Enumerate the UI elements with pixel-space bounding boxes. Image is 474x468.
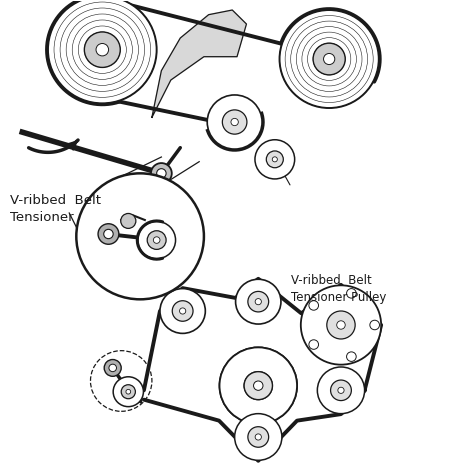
Circle shape [104, 359, 121, 376]
Circle shape [370, 320, 380, 330]
Circle shape [219, 347, 297, 424]
Circle shape [338, 387, 344, 394]
Circle shape [280, 10, 379, 108]
Circle shape [346, 289, 356, 298]
Circle shape [235, 414, 282, 461]
Circle shape [126, 389, 131, 394]
Circle shape [96, 44, 109, 56]
Circle shape [151, 163, 172, 183]
Polygon shape [152, 10, 246, 117]
Circle shape [207, 95, 262, 149]
Circle shape [254, 381, 263, 390]
Circle shape [121, 385, 136, 399]
Circle shape [255, 434, 261, 440]
Circle shape [255, 140, 295, 179]
Circle shape [309, 340, 319, 349]
Circle shape [147, 231, 166, 249]
Circle shape [248, 292, 269, 312]
Circle shape [309, 300, 319, 310]
Circle shape [313, 43, 345, 75]
Circle shape [48, 0, 156, 103]
Circle shape [219, 347, 297, 424]
Circle shape [180, 308, 186, 314]
Circle shape [266, 151, 283, 168]
Circle shape [301, 285, 381, 365]
Circle shape [104, 229, 113, 239]
Circle shape [327, 311, 355, 339]
Circle shape [172, 301, 193, 321]
Circle shape [121, 213, 136, 228]
Circle shape [318, 367, 365, 414]
Circle shape [324, 53, 335, 65]
Circle shape [76, 173, 204, 300]
Circle shape [160, 289, 205, 333]
Circle shape [222, 110, 247, 134]
Circle shape [154, 237, 160, 243]
Text: V-ribbed  Belt
Tensioner: V-ribbed Belt Tensioner [10, 194, 101, 224]
Circle shape [113, 377, 144, 407]
Circle shape [272, 157, 277, 162]
Circle shape [254, 381, 263, 390]
Circle shape [346, 352, 356, 361]
Circle shape [98, 224, 119, 244]
Circle shape [236, 279, 281, 324]
Circle shape [337, 321, 345, 329]
Circle shape [330, 380, 351, 401]
Circle shape [231, 118, 238, 125]
Circle shape [84, 32, 120, 67]
Text: V-ribbed  Belt
Tensioner Pulley: V-ribbed Belt Tensioner Pulley [292, 274, 387, 304]
Circle shape [255, 299, 261, 305]
Circle shape [109, 364, 117, 372]
Circle shape [244, 372, 273, 400]
Circle shape [244, 372, 273, 400]
Circle shape [138, 221, 175, 259]
Circle shape [156, 168, 166, 178]
Circle shape [248, 427, 269, 447]
